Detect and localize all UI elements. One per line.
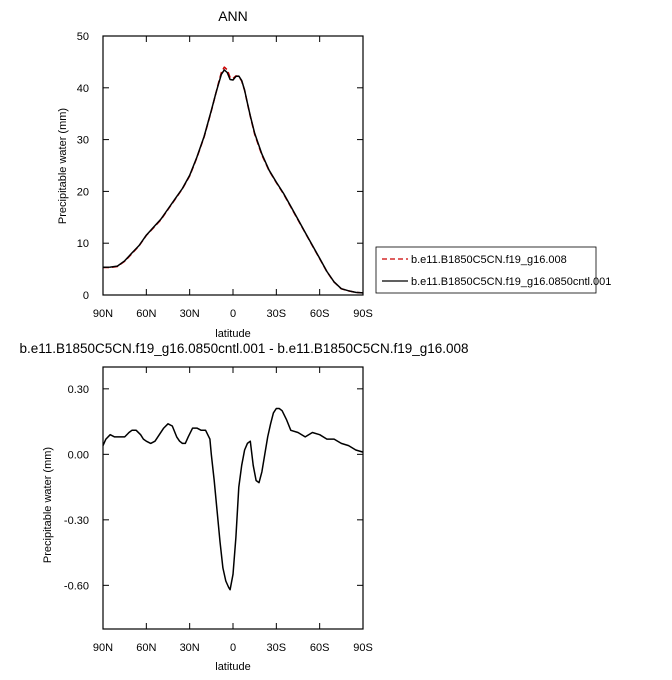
bottom-series-line-1 [102, 407, 364, 591]
bottom-chart-panel: b.e11.B1850C5CN.f19_g16.0850cntl.001 - b… [19, 341, 468, 673]
top-x-tick-label: 90N [93, 308, 113, 320]
bottom-y-tick-label: -0.30 [64, 515, 89, 527]
bottom-x-tick-label: 30N [180, 642, 200, 654]
top-series-line-1 [103, 66, 364, 294]
bottom-x-tick-label: 0 [230, 642, 236, 654]
top-x-tick-label: 30N [180, 308, 200, 320]
bottom-y-tick-label: 0.00 [68, 449, 89, 461]
bottom-x-tick-label: 60S [310, 642, 330, 654]
top-plot-frame [102, 35, 364, 296]
top-series-line-2 [102, 69, 364, 294]
top-x-tick-label: 0 [230, 308, 236, 320]
bottom-plot-frame [102, 366, 364, 630]
top-x-tick-label: 60S [310, 308, 330, 320]
bottom-x-tick-label: 90S [353, 642, 373, 654]
bottom-chart-title: b.e11.B1850C5CN.f19_g16.0850cntl.001 - b… [19, 341, 468, 356]
top-x-axis-label: latitude [215, 328, 250, 340]
top-x-tick-label: 30S [267, 308, 287, 320]
legend-label-series-1: b.e11.B1850C5CN.f19_g16.008 [411, 254, 567, 266]
legend-label-series-2: b.e11.B1850C5CN.f19_g16.0850cntl.001 [411, 276, 611, 288]
top-x-tick-label: 90S [353, 308, 373, 320]
bottom-x-axis-label: latitude [215, 661, 250, 673]
bottom-y-tick-label: -0.60 [64, 580, 89, 592]
top-y-tick-label: 0 [83, 290, 89, 302]
top-y-tick-label: 40 [77, 83, 89, 95]
top-x-tick-label: 60N [136, 308, 156, 320]
top-y-tick-label: 10 [77, 238, 89, 250]
bottom-y-tick-label: 0.30 [68, 384, 89, 396]
top-chart-title: ANN [218, 8, 248, 24]
top-y-axis-label: Precipitable water (mm) [57, 108, 69, 224]
legend: b.e11.B1850C5CN.f19_g16.008 b.e11.B1850C… [375, 246, 611, 294]
bottom-x-tick-label: 60N [136, 642, 156, 654]
top-y-tick-label: 20 [77, 186, 89, 198]
legend-box [375, 246, 597, 294]
top-y-tick-label: 50 [77, 31, 89, 43]
top-chart-panel: ANN Precipitable water (mm) latitude 90N… [57, 8, 611, 340]
top-y-tick-label: 30 [77, 135, 89, 147]
bottom-x-tick-label: 30S [267, 642, 287, 654]
bottom-x-tick-label: 90N [93, 642, 113, 654]
bottom-y-axis-label: Precipitable water (mm) [42, 447, 54, 563]
